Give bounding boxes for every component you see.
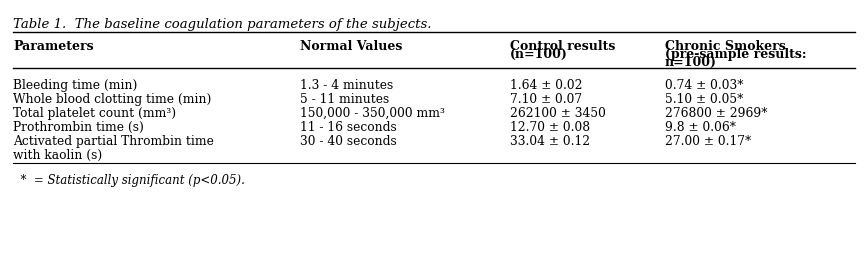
Text: 150,000 - 350,000 mm³: 150,000 - 350,000 mm³ [300,107,445,120]
Text: Bleeding time (min): Bleeding time (min) [13,79,138,92]
Text: Parameters: Parameters [13,40,93,53]
Text: Control results: Control results [510,40,615,53]
Text: Prothrombin time (s): Prothrombin time (s) [13,121,144,134]
Text: 1.64 ± 0.02: 1.64 ± 0.02 [510,79,582,92]
Text: Chronic Smokers: Chronic Smokers [665,40,785,53]
Text: (n=100): (n=100) [510,48,568,61]
Text: Table 1.  The baseline coagulation parameters of the subjects.: Table 1. The baseline coagulation parame… [13,18,432,31]
Text: (pre-sample results:: (pre-sample results: [665,48,806,61]
Text: 276800 ± 2969*: 276800 ± 2969* [665,107,767,120]
Text: Total platelet count (mm³): Total platelet count (mm³) [13,107,176,120]
Text: 27.00 ± 0.17*: 27.00 ± 0.17* [665,135,751,148]
Text: Normal Values: Normal Values [300,40,402,53]
Text: 9.8 ± 0.06*: 9.8 ± 0.06* [665,121,736,134]
Text: 11 - 16 seconds: 11 - 16 seconds [300,121,397,134]
Text: 5 - 11 minutes: 5 - 11 minutes [300,93,389,106]
Text: 30 - 40 seconds: 30 - 40 seconds [300,135,397,148]
Text: 33.04 ± 0.12: 33.04 ± 0.12 [510,135,590,148]
Text: *  = Statistically significant (p<0.05).: * = Statistically significant (p<0.05). [13,174,245,187]
Text: Activated partial Thrombin time: Activated partial Thrombin time [13,135,214,148]
Text: 262100 ± 3450: 262100 ± 3450 [510,107,606,120]
Text: 7.10 ± 0.07: 7.10 ± 0.07 [510,93,582,106]
Text: 12.70 ± 0.08: 12.70 ± 0.08 [510,121,590,134]
Text: 5.10 ± 0.05*: 5.10 ± 0.05* [665,93,743,106]
Text: with kaolin (s): with kaolin (s) [13,149,102,162]
Text: 0.74 ± 0.03*: 0.74 ± 0.03* [665,79,744,92]
Text: 1.3 - 4 minutes: 1.3 - 4 minutes [300,79,394,92]
Text: n=100): n=100) [665,56,717,69]
Text: Whole blood clotting time (min): Whole blood clotting time (min) [13,93,211,106]
